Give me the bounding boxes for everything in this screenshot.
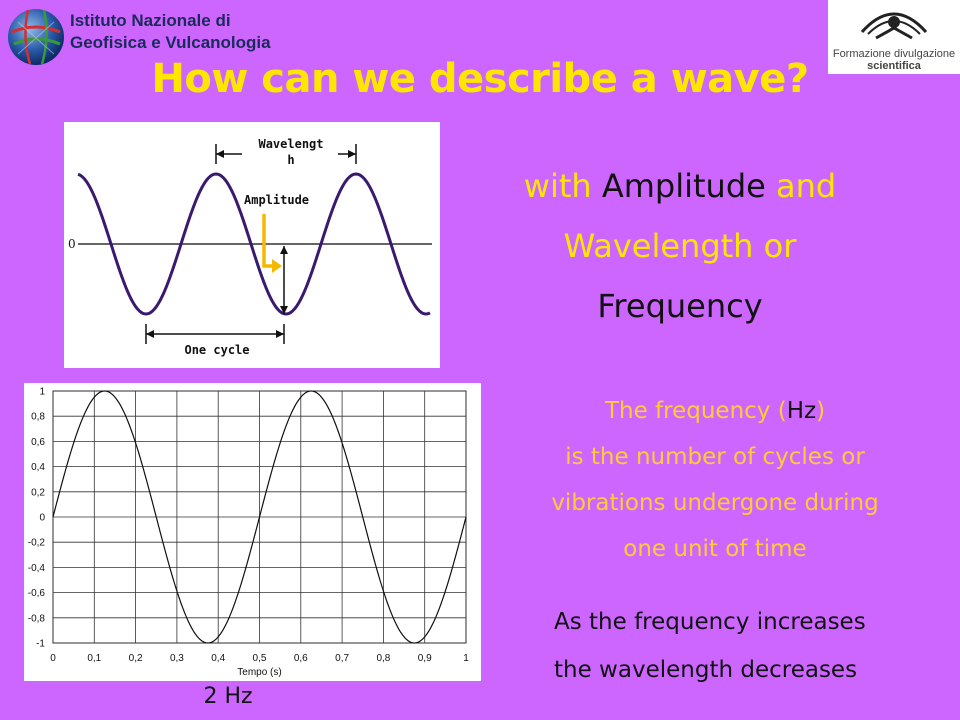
wave-diagram-svg: 0 Wavelengt h Amplitude One cycle: [68, 135, 432, 357]
cycle-label: One cycle: [184, 343, 249, 357]
frequency-line2: is the number of cycles or: [565, 444, 865, 470]
ingv-name: Istituto Nazionale di Geofisica e Vulcan…: [70, 10, 271, 54]
x-axis-label: Tempo (s): [237, 667, 281, 678]
y-tick-label: 0,2: [31, 487, 45, 498]
x-tick-label: 1: [463, 653, 469, 664]
amplitude-arrow-bottom: [280, 306, 288, 314]
frequency-line1-a: The frequency (: [604, 398, 787, 424]
wavelength-label-bg: [242, 135, 338, 169]
fds-name-line1: Formazione divulgazione: [832, 48, 956, 60]
fds-name-line2: scientifica: [867, 60, 921, 72]
frequency-chart: 0 0,1 0,2 0,3 0,4 0,5 0,6 0,7 0,8 0,9 1 1 0,8 0,6 0,4 0…: [24, 383, 481, 681]
amplitude-pointer: [262, 214, 276, 268]
y-tick-label: -0,4: [28, 563, 46, 574]
description-line3: Frequency: [597, 287, 763, 325]
x-tick-label: 0,1: [87, 653, 101, 664]
description-with: with: [523, 167, 602, 205]
description-line1: with Amplitude and: [480, 156, 880, 216]
frequency-line1-c: ): [816, 398, 826, 424]
y-tick-label: 0: [39, 513, 45, 524]
y-tick-label: -0,6: [28, 588, 46, 599]
x-tick-label: 0,4: [211, 653, 225, 664]
wavelength-arrow-left: [216, 150, 224, 158]
x-tick-label: 0,6: [294, 653, 308, 664]
amplitude-label: Amplitude: [244, 193, 309, 207]
amplitude-arrow-top: [280, 246, 288, 254]
description-text: with Amplitude and Wavelength or Frequen…: [480, 156, 880, 336]
wavelength-arrow-right: [348, 150, 356, 158]
y-tick-label: 1: [39, 387, 45, 398]
y-tick-label: 0,8: [31, 412, 45, 423]
y-tick-label: 0,6: [31, 437, 45, 448]
amplitude-pointer-head: [272, 259, 282, 273]
x-tick-label: 0,9: [418, 653, 432, 664]
x-tick-label: 0: [50, 653, 56, 664]
slide-title: How can we describe a wave?: [151, 56, 809, 102]
y-tick-label: -1: [36, 639, 45, 650]
y-tick-label: 0,4: [31, 462, 45, 473]
description-line2: Wavelength or: [563, 227, 797, 265]
x-tick-label: 0,7: [335, 653, 349, 664]
ingv-name-line1: Istituto Nazionale di: [70, 11, 231, 30]
ingv-name-line2: Geofisica e Vulcanologia: [70, 33, 271, 52]
chart-caption: 2 Hz: [203, 684, 253, 709]
frequency-unit: Hz: [786, 398, 817, 424]
y-tick-label: -0,8: [28, 613, 46, 624]
wave-curve: [77, 172, 431, 316]
wave-diagram: 0 Wavelengt h Amplitude One cycle: [64, 122, 440, 368]
frequency-line3: vibrations undergone during: [551, 490, 879, 516]
eye-icon: [860, 12, 928, 40]
frequency-line4: one unit of time: [623, 536, 807, 562]
globe-icon: [8, 9, 64, 65]
fds-logo: Formazione divulgazione scientifica: [828, 0, 960, 74]
relation-text: As the frequency increases the wavelengt…: [520, 598, 920, 694]
description-amplitude: Amplitude: [601, 167, 766, 205]
x-tick-label: 0,3: [170, 653, 184, 664]
x-tick-label: 0,8: [376, 653, 390, 664]
x-tick-label: 0,5: [253, 653, 267, 664]
y-tick-label: -0,2: [28, 538, 46, 549]
x-tick-label: 0,2: [129, 653, 143, 664]
frequency-chart-svg: 0 0,1 0,2 0,3 0,4 0,5 0,6 0,7 0,8 0,9 1 1 0,8 0,6 0,4 0…: [28, 387, 469, 679]
frequency-definition: The frequency (Hz) is the number of cycl…: [500, 388, 930, 572]
relation-line2: the wavelength decreases: [554, 657, 858, 683]
cycle-arrow-right: [276, 330, 284, 338]
ingv-logo: Istituto Nazionale di Geofisica e Vulcan…: [4, 4, 284, 68]
wavelength-label-line1: Wavelengt: [258, 137, 323, 151]
fds-name: Formazione divulgazione scientifica: [828, 48, 960, 72]
description-and: and: [765, 167, 837, 205]
frequency-line1: The frequency (Hz): [500, 388, 930, 434]
relation-line1: As the frequency increases: [554, 609, 866, 635]
cycle-arrow-left: [146, 330, 154, 338]
zero-label: 0: [68, 237, 76, 251]
wavelength-label-line2: h: [287, 153, 294, 167]
